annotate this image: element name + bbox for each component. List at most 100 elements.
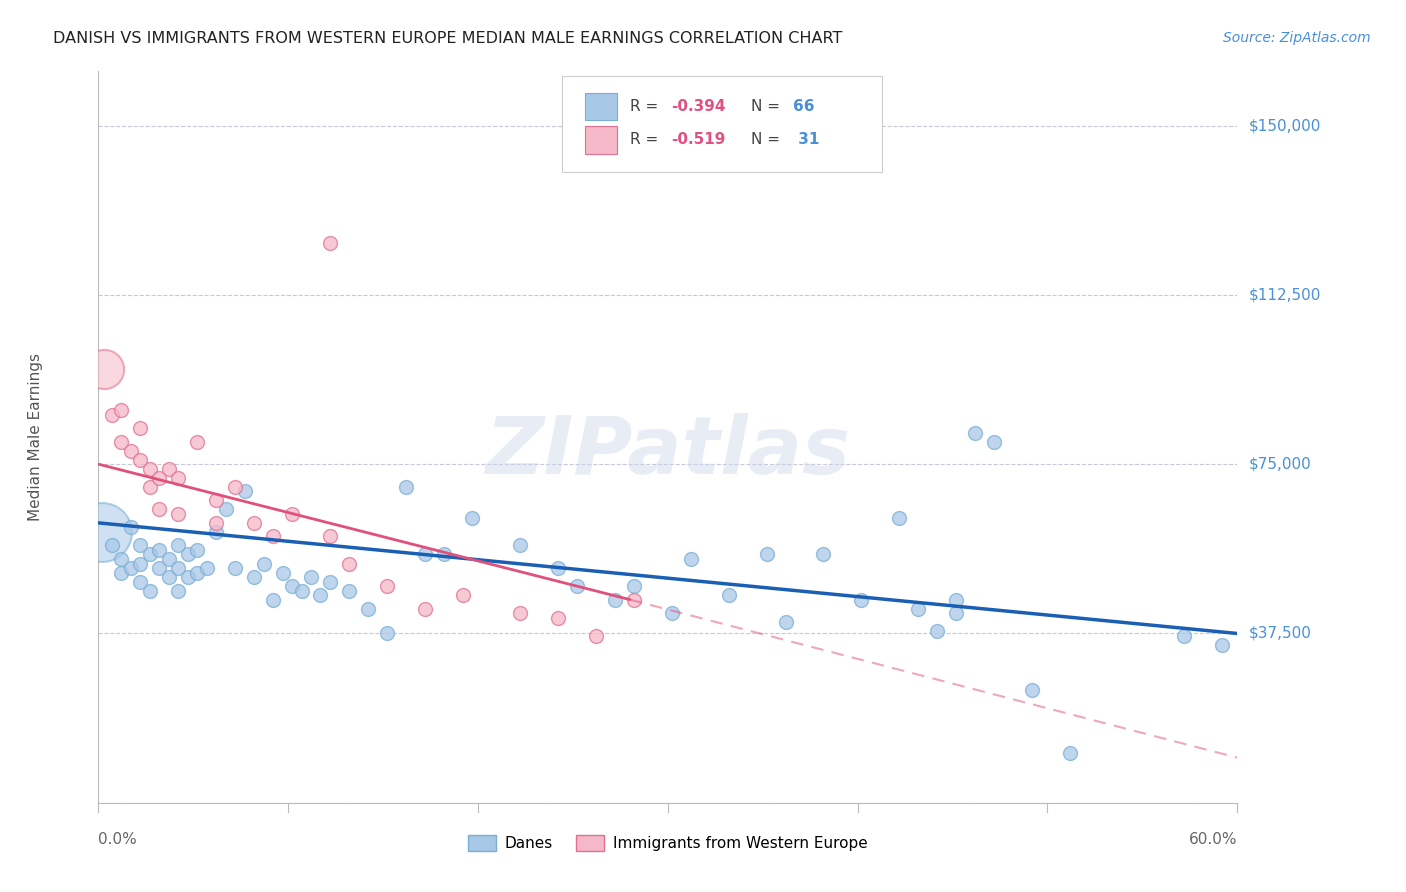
Point <box>129 557 152 571</box>
Text: $150,000: $150,000 <box>1249 118 1320 133</box>
Text: -0.519: -0.519 <box>671 132 725 147</box>
Point <box>299 570 322 584</box>
Text: ZIPatlas: ZIPatlas <box>485 413 851 491</box>
Point <box>129 452 152 467</box>
Point <box>252 557 274 571</box>
Point <box>176 570 198 584</box>
Point <box>1173 629 1195 643</box>
Point <box>148 543 170 558</box>
Point <box>965 425 987 440</box>
Point <box>167 583 190 598</box>
Point <box>129 574 152 589</box>
Text: R =: R = <box>630 99 664 114</box>
Point <box>717 588 740 602</box>
Point <box>337 557 360 571</box>
Point <box>547 561 569 575</box>
Point <box>983 434 1005 449</box>
Point <box>281 507 304 521</box>
Point <box>167 507 190 521</box>
FancyBboxPatch shape <box>585 126 617 154</box>
Point <box>91 524 114 539</box>
Point <box>100 538 122 552</box>
Point <box>357 601 380 615</box>
Point <box>319 574 342 589</box>
Text: 60.0%: 60.0% <box>1189 832 1237 847</box>
Text: 66: 66 <box>793 99 814 114</box>
Point <box>157 461 180 475</box>
Point <box>945 606 967 620</box>
Point <box>186 566 208 580</box>
Point <box>138 583 160 598</box>
Point <box>319 235 342 250</box>
Point <box>661 606 683 620</box>
Point <box>1021 682 1043 697</box>
Point <box>262 529 284 543</box>
Point <box>290 583 312 598</box>
Point <box>813 548 835 562</box>
Point <box>120 443 142 458</box>
Point <box>110 434 132 449</box>
Point <box>110 566 132 580</box>
Point <box>509 606 531 620</box>
Point <box>451 588 474 602</box>
Point <box>138 548 160 562</box>
Point <box>1211 638 1233 652</box>
Point <box>110 552 132 566</box>
Point <box>120 561 142 575</box>
Text: DANISH VS IMMIGRANTS FROM WESTERN EUROPE MEDIAN MALE EARNINGS CORRELATION CHART: DANISH VS IMMIGRANTS FROM WESTERN EUROPE… <box>53 31 842 46</box>
Text: $112,500: $112,500 <box>1249 287 1320 302</box>
Point <box>271 566 294 580</box>
Point <box>205 524 228 539</box>
Point <box>603 592 626 607</box>
Point <box>262 592 284 607</box>
Point <box>775 615 797 630</box>
FancyBboxPatch shape <box>562 77 882 172</box>
Point <box>148 471 170 485</box>
Text: N =: N = <box>751 132 785 147</box>
Point <box>167 538 190 552</box>
Point <box>1059 746 1081 760</box>
Point <box>243 516 266 530</box>
Point <box>623 592 645 607</box>
Point <box>167 471 190 485</box>
Point <box>129 538 152 552</box>
Text: 0.0%: 0.0% <box>98 832 138 847</box>
Point <box>233 484 256 499</box>
Point <box>461 511 484 525</box>
Point <box>186 434 208 449</box>
Point <box>195 561 218 575</box>
Point <box>148 561 170 575</box>
Point <box>907 601 929 615</box>
Point <box>157 570 180 584</box>
Point <box>167 561 190 575</box>
Point <box>214 502 236 516</box>
Point <box>224 480 246 494</box>
Text: R =: R = <box>630 132 664 147</box>
Point <box>205 493 228 508</box>
Point <box>138 480 160 494</box>
Point <box>205 516 228 530</box>
Point <box>375 626 398 640</box>
Point <box>547 610 569 624</box>
Point <box>319 529 342 543</box>
Point <box>413 601 436 615</box>
Point <box>100 408 122 422</box>
Point <box>413 548 436 562</box>
Point <box>433 548 456 562</box>
FancyBboxPatch shape <box>585 93 617 120</box>
Text: N =: N = <box>751 99 785 114</box>
Point <box>176 548 198 562</box>
Point <box>395 480 418 494</box>
Text: Source: ZipAtlas.com: Source: ZipAtlas.com <box>1223 31 1371 45</box>
Text: 31: 31 <box>793 132 820 147</box>
Point <box>309 588 332 602</box>
Point <box>138 461 160 475</box>
Text: Median Male Earnings: Median Male Earnings <box>28 353 44 521</box>
Point <box>375 579 398 593</box>
Point <box>120 520 142 534</box>
Point <box>889 511 911 525</box>
Point <box>927 624 949 639</box>
Point <box>281 579 304 593</box>
Point <box>186 543 208 558</box>
Text: -0.394: -0.394 <box>671 99 725 114</box>
